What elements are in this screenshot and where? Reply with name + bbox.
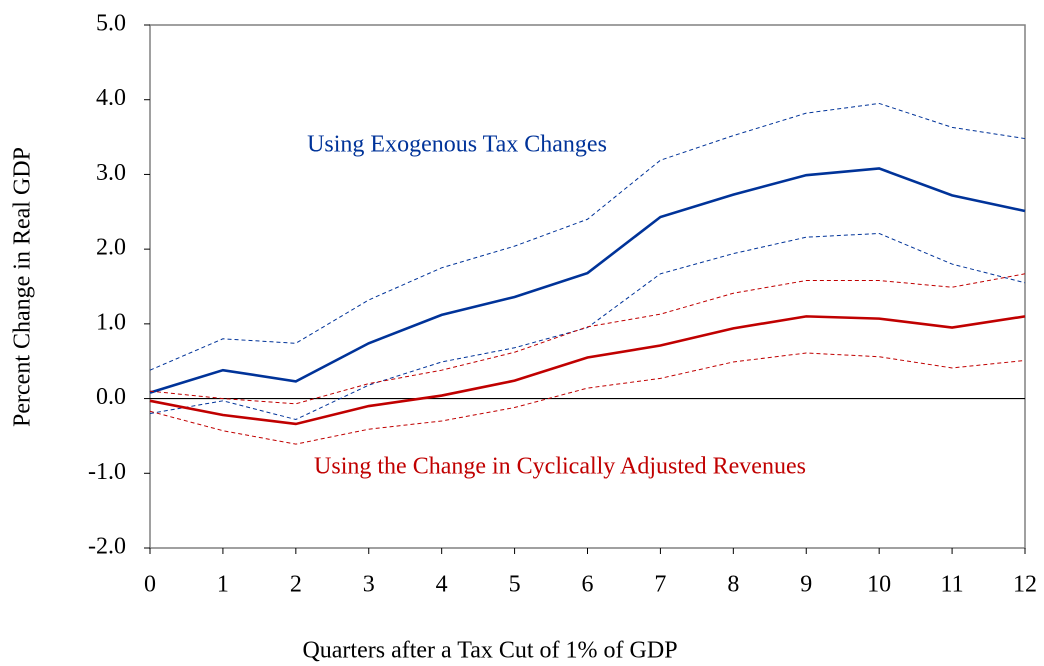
x-tick-label: 2 xyxy=(290,572,302,598)
y-tick-label: -1.0 xyxy=(88,459,126,485)
y-tick-label: 0.0 xyxy=(96,384,126,410)
x-tick-label: 4 xyxy=(436,572,448,598)
x-tick-label: 11 xyxy=(941,572,964,598)
x-tick-label: 3 xyxy=(363,572,375,598)
x-tick-label: 1 xyxy=(217,572,229,598)
x-tick-label: 0 xyxy=(144,572,156,598)
x-tick-label: 6 xyxy=(582,572,594,598)
series-line xyxy=(149,315,1026,426)
y-tick-label: 2.0 xyxy=(96,235,126,261)
y-tick-label: 4.0 xyxy=(96,85,126,111)
x-axis-label: Quarters after a Tax Cut of 1% of GDP xyxy=(302,638,677,664)
x-tick-label: 8 xyxy=(727,572,739,598)
y-tick-label: -2.0 xyxy=(88,534,126,560)
x-tick-label: 10 xyxy=(867,572,891,598)
series-line xyxy=(149,352,1026,445)
series-line xyxy=(149,167,1026,394)
y-axis-label: Percent Change in Real GDP xyxy=(10,147,36,427)
x-tick-label: 9 xyxy=(800,572,812,598)
series-line xyxy=(149,232,1026,421)
y-tick-label: 1.0 xyxy=(96,309,126,335)
x-tick-label: 12 xyxy=(1013,572,1037,598)
annotation: Using Exogenous Tax Changes xyxy=(307,132,607,158)
series-line xyxy=(149,273,1026,405)
x-tick-label: 7 xyxy=(654,572,666,598)
y-tick-label: 5.0 xyxy=(96,11,126,37)
annotation: Using the Change in Cyclically Adjusted … xyxy=(314,454,806,480)
x-tick-label: 5 xyxy=(509,572,521,598)
series-line xyxy=(149,102,1026,371)
y-tick-label: 3.0 xyxy=(96,160,126,186)
